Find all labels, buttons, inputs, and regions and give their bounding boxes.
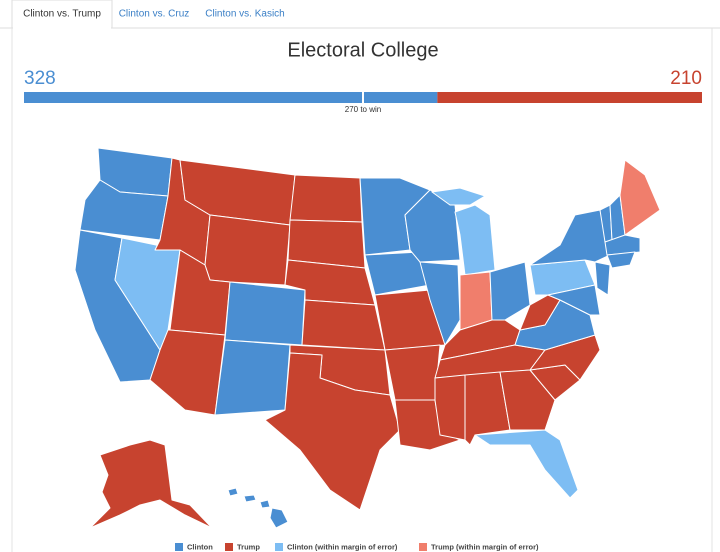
state[interactable]	[264, 352, 401, 511]
legend-swatch	[275, 543, 283, 551]
state[interactable]	[384, 344, 441, 401]
state[interactable]	[619, 159, 661, 236]
score-bar	[437, 92, 702, 103]
state[interactable]	[214, 339, 291, 416]
tab[interactable]: Clinton vs. Kasich	[205, 9, 284, 20]
state[interactable]	[489, 261, 531, 321]
state[interactable]	[594, 261, 611, 296]
score-bar	[24, 92, 438, 103]
legend-label: Trump (within margin of error)	[431, 542, 539, 551]
state[interactable]	[243, 494, 257, 503]
state[interactable]	[224, 281, 306, 346]
legend-swatch	[225, 543, 233, 551]
trump-score: 210	[670, 68, 702, 89]
legend-label: Trump	[237, 542, 260, 551]
state[interactable]	[404, 189, 461, 263]
clinton-score: 328	[24, 68, 56, 89]
state[interactable]	[547, 284, 601, 316]
state[interactable]	[149, 329, 226, 416]
state[interactable]	[227, 487, 239, 497]
active-tab[interactable]	[11, 0, 113, 29]
state[interactable]	[259, 499, 271, 509]
legend-swatch	[175, 543, 183, 551]
state[interactable]	[301, 299, 386, 351]
state[interactable]	[604, 234, 641, 256]
state[interactable]	[434, 374, 466, 441]
state[interactable]	[289, 174, 363, 223]
state[interactable]	[606, 251, 636, 269]
active-tab-cover	[13, 26, 111, 29]
state[interactable]	[454, 204, 496, 276]
state[interactable]	[431, 187, 486, 206]
title: Electoral College	[287, 39, 438, 61]
state[interactable]	[269, 507, 289, 529]
legend-label: Clinton	[187, 542, 213, 551]
state[interactable]	[499, 369, 556, 431]
tab[interactable]: Clinton vs. Cruz	[119, 9, 190, 20]
legend-label: Clinton (within margin of error)	[287, 542, 398, 551]
state[interactable]	[474, 429, 579, 499]
tab[interactable]: Clinton vs. Trump	[23, 9, 101, 20]
legend-swatch	[419, 543, 427, 551]
state[interactable]	[89, 439, 213, 529]
us-map	[74, 147, 661, 529]
state[interactable]	[204, 214, 291, 286]
win-label: 270 to win	[345, 105, 381, 114]
state[interactable]	[419, 261, 461, 346]
